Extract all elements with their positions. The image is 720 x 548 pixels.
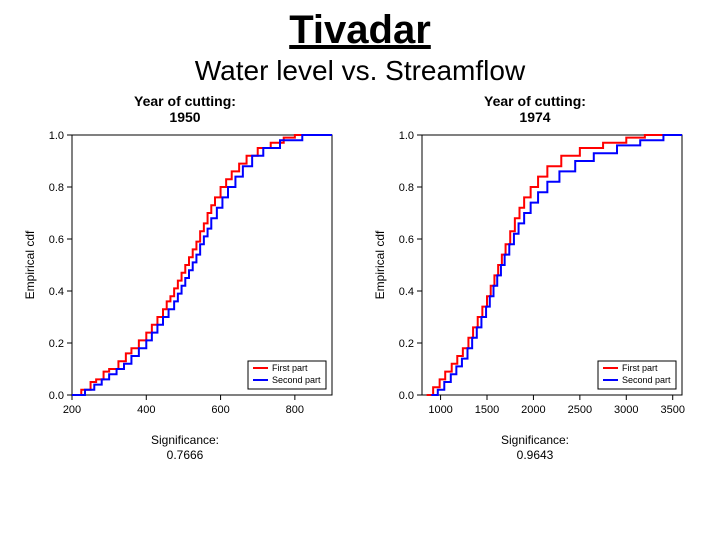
svg-text:1000: 1000 [428,404,452,416]
svg-text:0.0: 0.0 [49,390,64,402]
svg-text:First part: First part [272,363,308,373]
svg-text:First part: First part [622,363,658,373]
chart-right-svg: 0.0 0.2 0.4 0.6 0.8 1.0 1000 1500 2000 2500 3000 35… [370,129,700,429]
svg-text:Empirical cdf: Empirical cdf [373,230,387,299]
svg-text:0.2: 0.2 [49,338,64,350]
chart-left-caption-l2: 0.7666 [167,448,204,462]
svg-text:0.8: 0.8 [399,182,414,194]
svg-text:Second part: Second part [622,375,671,385]
chart-left: Year of cutting: 1950 0.0 0.2 0.4 0.6 0.8 1.0… [20,93,350,462]
svg-text:0.0: 0.0 [399,390,414,402]
svg-text:Empirical cdf: Empirical cdf [23,230,37,299]
chart-right-header-l2: 1974 [519,109,550,125]
svg-text:0.2: 0.2 [399,338,414,350]
svg-text:2000: 2000 [521,404,545,416]
charts-row: Year of cutting: 1950 0.0 0.2 0.4 0.6 0.8 1.0… [0,93,720,462]
svg-text:0.6: 0.6 [49,234,64,246]
svg-text:3500: 3500 [660,404,684,416]
chart-right-caption: Significance: 0.9643 [501,433,569,462]
chart-right-header: Year of cutting: 1974 [484,93,586,125]
svg-text:1.0: 1.0 [49,130,64,142]
svg-text:1500: 1500 [475,404,499,416]
chart-left-header-l1: Year of cutting: [134,93,236,109]
page-subtitle: Water level vs. Streamflow [0,55,720,87]
svg-text:2500: 2500 [568,404,592,416]
svg-text:0.4: 0.4 [49,286,64,298]
chart-left-header: Year of cutting: 1950 [134,93,236,125]
chart-right-caption-l1: Significance: [501,433,569,447]
svg-text:0.4: 0.4 [399,286,414,298]
chart-left-caption-l1: Significance: [151,433,219,447]
chart-left-svg: 0.0 0.2 0.4 0.6 0.8 1.0 200 400 600 800 Empirical … [20,129,350,429]
svg-text:0.8: 0.8 [49,182,64,194]
svg-text:0.6: 0.6 [399,234,414,246]
chart-right-caption-l2: 0.9643 [517,448,554,462]
svg-text:3000: 3000 [614,404,638,416]
chart-left-caption: Significance: 0.7666 [151,433,219,462]
page-title: Tivadar [0,8,720,53]
svg-text:Second part: Second part [272,375,321,385]
chart-right: Year of cutting: 1974 0.0 0.2 0.4 0.6 0.8 1.0… [370,93,700,462]
chart-right-header-l1: Year of cutting: [484,93,586,109]
svg-text:400: 400 [137,404,155,416]
svg-text:600: 600 [211,404,229,416]
svg-text:200: 200 [63,404,81,416]
svg-text:800: 800 [286,404,304,416]
chart-left-header-l2: 1950 [169,109,200,125]
svg-text:1.0: 1.0 [399,130,414,142]
